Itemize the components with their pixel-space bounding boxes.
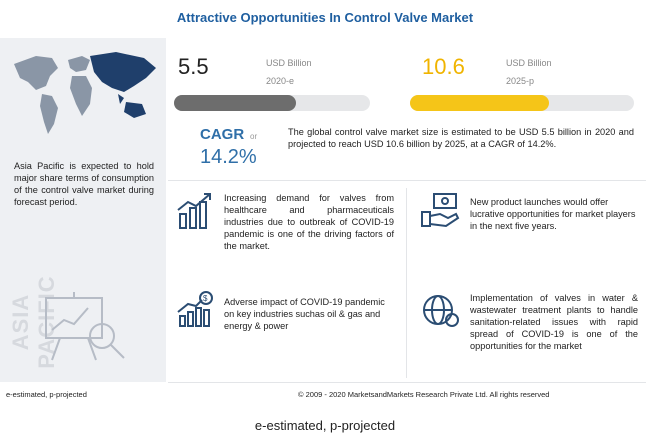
item-text-4: Implementation of valves in water & wast… xyxy=(470,293,638,351)
page-title: Attractive Opportunities In Control Valv… xyxy=(176,10,474,25)
bar-2025 xyxy=(410,95,549,111)
cagr-label: CAGR xyxy=(200,126,245,143)
svg-text:$: $ xyxy=(203,294,208,303)
value-2020: 5.5 xyxy=(178,54,209,79)
cagr-value: 14.2% xyxy=(200,146,257,168)
market-summary: The global control valve market size is … xyxy=(288,127,634,149)
divider-top xyxy=(168,180,646,181)
footer-note: e-estimated, p-projected xyxy=(6,390,87,399)
item-text-1: Increasing demand for valves from health… xyxy=(224,193,394,251)
item-text-2: New product launches would offer lucrati… xyxy=(470,197,636,231)
market-bars xyxy=(174,95,634,111)
caption: e-estimated, p-projected xyxy=(254,418,396,433)
presentation-analytics-icon xyxy=(45,292,125,361)
unit-2025: USD Billion xyxy=(506,58,552,68)
globe-gear-icon xyxy=(423,295,459,327)
item-text-3: Adverse impact of COVID-19 pandemic on k… xyxy=(224,297,385,331)
money-hand-icon xyxy=(421,193,460,228)
copyright: © 2009 - 2020 MarketsandMarkets Research… xyxy=(298,390,550,399)
asia-pacific-text: Asia Pacific is expected to hold major s… xyxy=(14,161,154,207)
bar-2020 xyxy=(174,95,296,111)
unit-2020: USD Billion xyxy=(266,58,312,68)
cagr-or: or xyxy=(250,132,258,141)
year-2020: 2020-e xyxy=(266,76,295,86)
divider-bottom xyxy=(168,382,646,383)
value-2025: 10.6 xyxy=(422,54,465,79)
year-2025: 2025-p xyxy=(506,76,535,86)
chart-growth-icon xyxy=(177,193,211,229)
world-map-icon xyxy=(14,52,156,134)
divider-vertical xyxy=(406,188,407,378)
dollar-bar-chart-icon: $ xyxy=(177,291,213,327)
